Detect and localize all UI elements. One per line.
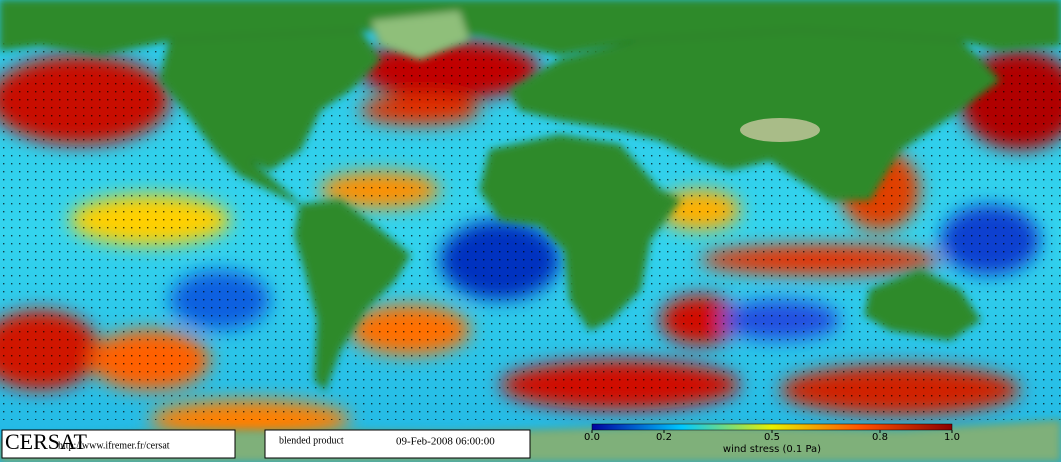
eurasia xyxy=(509,29,1001,201)
colorbar-tick-label: 1.0 xyxy=(944,432,960,443)
australia xyxy=(864,269,981,341)
timestamp: 09-Feb-2008 06:00:00 xyxy=(396,436,495,448)
colorbar-tick-label: 0.0 xyxy=(584,432,600,443)
colorbar xyxy=(591,423,953,431)
url: http://www.ifremer.fr/cersat xyxy=(58,440,170,451)
colorbar-label: wind stress (0.1 Pa) xyxy=(723,444,821,455)
product-box xyxy=(264,429,531,459)
africa xyxy=(479,134,681,331)
credit-box xyxy=(1,429,236,459)
colorbar-tick-label: 0.2 xyxy=(656,432,672,443)
greenland xyxy=(369,9,471,61)
product: blended product xyxy=(279,435,344,446)
south-america xyxy=(294,199,411,391)
colorbar-tick-label: 0.8 xyxy=(872,432,888,443)
tibet-plateau xyxy=(740,118,820,142)
north-america xyxy=(159,29,381,206)
logo: CERSAT xyxy=(5,429,87,454)
colorbar-tick-label: 0.5 xyxy=(764,432,780,443)
